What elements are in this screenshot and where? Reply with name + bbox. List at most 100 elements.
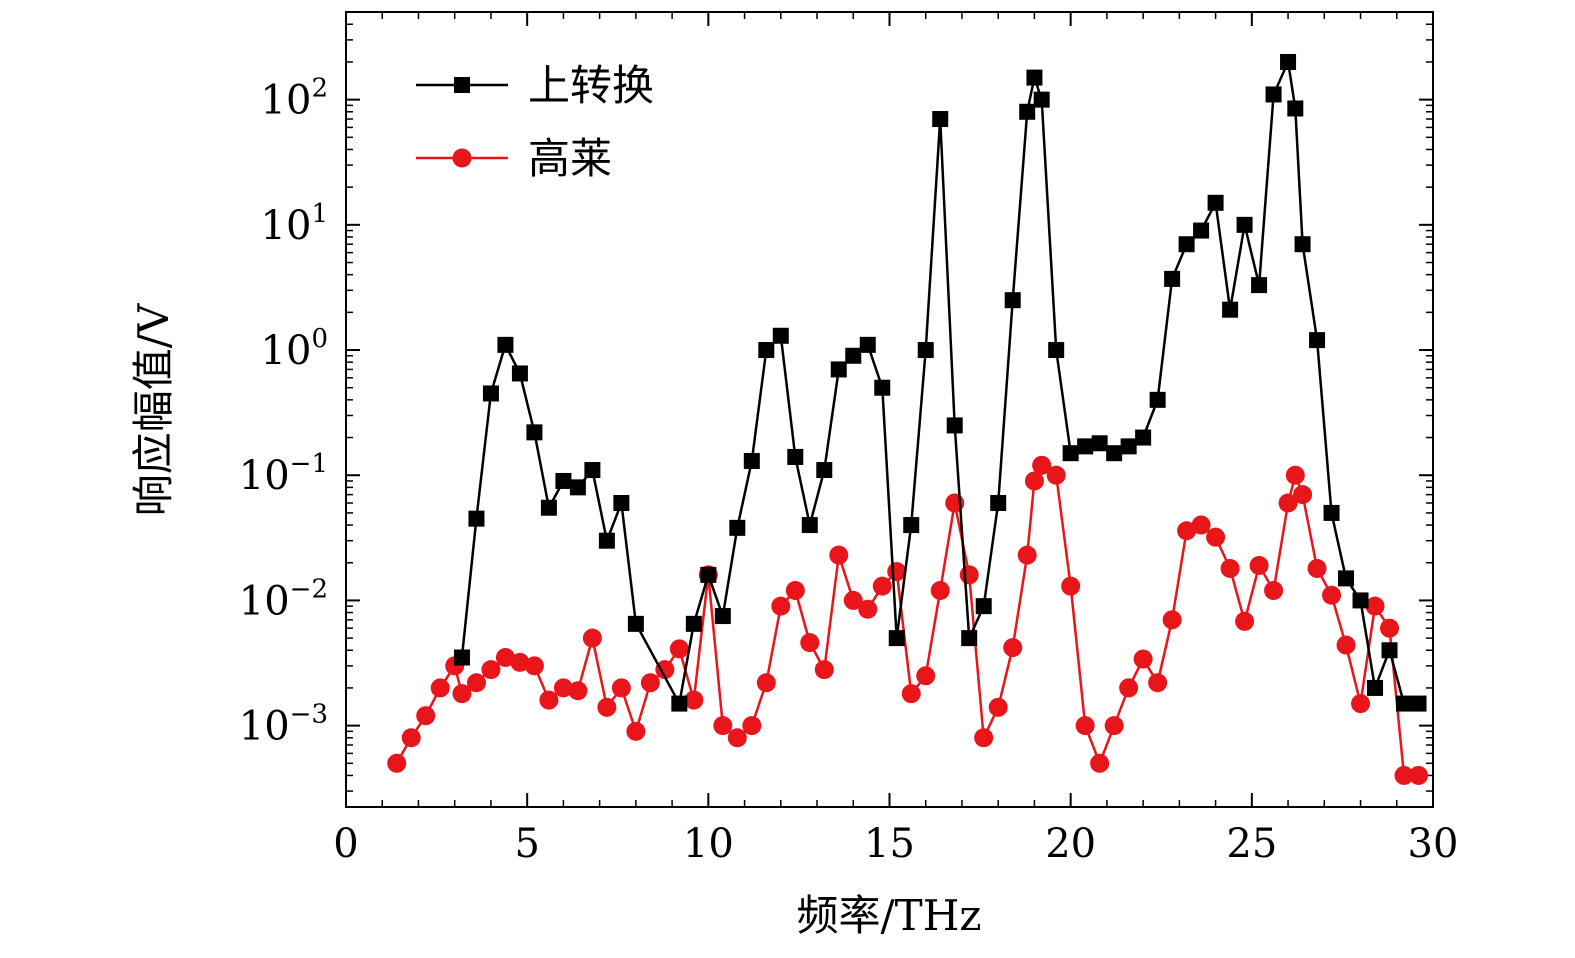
data-point-square xyxy=(613,495,630,512)
data-point-square xyxy=(1236,216,1253,233)
data-point-square xyxy=(1164,270,1181,287)
data-point-square xyxy=(1367,679,1384,696)
data-point-circle xyxy=(495,648,515,668)
legend-label: 高莱 xyxy=(528,134,612,183)
data-point-circle xyxy=(684,690,704,710)
y-tick-label: 101 xyxy=(261,199,328,249)
data-point-square xyxy=(772,327,789,344)
data-point-square xyxy=(627,615,644,632)
data-point-square xyxy=(946,417,963,434)
x-axis-title: 频率/THz xyxy=(797,891,982,940)
data-point-square xyxy=(482,385,499,402)
data-point-circle xyxy=(1235,611,1255,631)
data-point-circle xyxy=(1336,635,1356,655)
data-point-square xyxy=(888,630,905,647)
data-point-square xyxy=(453,649,470,666)
data-point-square xyxy=(1062,445,1079,462)
x-tick-label: 10 xyxy=(683,821,734,867)
legend-marker-circle xyxy=(452,148,472,168)
data-point-circle xyxy=(1017,545,1037,565)
data-point-circle xyxy=(582,628,602,648)
data-point-square xyxy=(1280,53,1297,70)
data-point-square xyxy=(845,347,862,364)
data-point-circle xyxy=(858,599,878,619)
data-point-square xyxy=(1323,504,1340,521)
data-point-square xyxy=(685,615,702,632)
data-point-square xyxy=(700,566,717,583)
data-point-circle xyxy=(1285,465,1305,485)
data-point-square xyxy=(830,361,847,378)
data-point-square xyxy=(1396,695,1413,712)
data-point-square xyxy=(787,448,804,465)
data-point-circle xyxy=(401,728,421,748)
data-point-square xyxy=(569,479,586,496)
y-tick-label: 10−1 xyxy=(239,449,328,499)
data-point-circle xyxy=(1278,493,1298,513)
data-point-circle xyxy=(930,581,950,601)
x-tick-label: 5 xyxy=(514,821,539,867)
data-point-circle xyxy=(1380,618,1400,638)
legend-label: 上转换 xyxy=(528,61,654,110)
data-point-circle xyxy=(1365,596,1385,616)
data-point-circle xyxy=(387,753,407,773)
data-point-circle xyxy=(597,697,617,717)
legend-marker-square xyxy=(454,77,470,93)
data-point-square xyxy=(1287,100,1304,117)
data-point-square xyxy=(540,499,557,516)
data-point-circle xyxy=(1075,716,1095,736)
series-1 xyxy=(387,455,1429,785)
data-point-circle xyxy=(988,697,1008,717)
data-point-circle xyxy=(756,673,776,693)
data-point-square xyxy=(801,517,818,534)
y-axis-title: 响应幅值/V xyxy=(129,303,178,516)
series-0 xyxy=(453,53,1427,712)
data-point-circle xyxy=(1024,471,1044,491)
data-point-circle xyxy=(1104,716,1124,736)
data-point-square xyxy=(1048,342,1065,359)
data-point-circle xyxy=(901,684,921,704)
data-point-square xyxy=(917,342,934,359)
data-point-circle xyxy=(1177,521,1197,541)
x-tick-label: 15 xyxy=(864,821,915,867)
data-point-circle xyxy=(1351,694,1371,714)
data-point-circle xyxy=(1191,515,1211,535)
data-point-circle xyxy=(742,716,762,736)
data-point-square xyxy=(816,462,833,479)
data-point-square xyxy=(1222,301,1239,318)
data-point-square xyxy=(1077,438,1094,455)
data-point-circle xyxy=(1003,638,1023,658)
data-point-circle xyxy=(800,633,820,653)
data-point-square xyxy=(555,472,572,489)
data-point-square xyxy=(1410,695,1427,712)
data-point-square xyxy=(1026,69,1043,86)
data-point-square xyxy=(1193,222,1210,239)
data-point-square xyxy=(729,519,746,536)
data-point-circle xyxy=(553,678,573,698)
data-point-square xyxy=(1019,103,1036,120)
data-point-square xyxy=(932,111,949,128)
data-point-circle xyxy=(510,652,530,672)
data-point-square xyxy=(1338,570,1355,587)
data-point-circle xyxy=(669,639,689,659)
data-point-circle xyxy=(974,728,994,748)
data-point-circle xyxy=(829,545,849,565)
data-point-square xyxy=(671,695,688,712)
data-point-circle xyxy=(655,660,675,680)
data-point-circle xyxy=(1046,465,1066,485)
data-point-circle xyxy=(640,673,660,693)
data-point-square xyxy=(1135,429,1152,446)
data-point-square xyxy=(1004,292,1021,309)
data-point-circle xyxy=(466,673,486,693)
data-point-circle xyxy=(1162,610,1182,630)
data-point-square xyxy=(1207,194,1224,211)
data-point-circle xyxy=(843,590,863,610)
data-point-circle xyxy=(959,565,979,585)
data-point-square xyxy=(975,598,992,615)
y-axis: 10−3 10−2 10−1 100 101 102 xyxy=(239,11,1433,792)
data-point-circle xyxy=(452,684,472,704)
data-point-circle xyxy=(1220,558,1240,578)
data-point-circle xyxy=(568,681,588,701)
data-point-circle xyxy=(814,660,834,680)
data-point-square xyxy=(526,424,543,441)
